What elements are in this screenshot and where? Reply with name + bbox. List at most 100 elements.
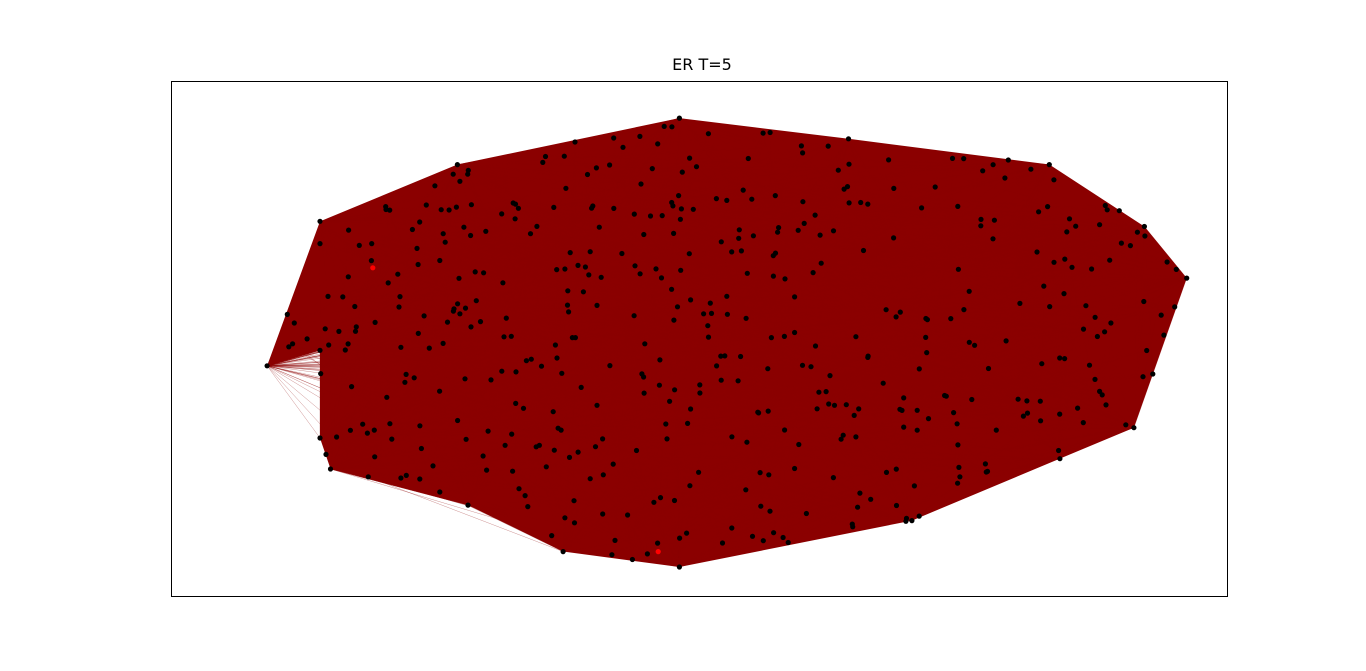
graph-node (667, 398, 673, 404)
graph-node (954, 421, 960, 427)
graph-node (697, 390, 703, 396)
network-graph (264, 115, 1190, 570)
graph-node (510, 468, 516, 474)
graph-node (957, 474, 963, 480)
graph-node (644, 551, 650, 557)
graph-node (649, 166, 655, 172)
graph-node (1131, 425, 1137, 431)
graph-node (676, 193, 682, 199)
graph-node (594, 302, 600, 308)
graph-node (914, 427, 920, 433)
graph-node (722, 353, 728, 359)
graph-node (501, 334, 507, 340)
graph-node (969, 396, 975, 403)
graph-node (632, 263, 638, 269)
graph-node (499, 211, 505, 217)
graph-node (578, 384, 584, 390)
graph-node (418, 445, 424, 452)
graph-node (551, 447, 557, 453)
graph-node (638, 181, 644, 187)
graph-node (554, 355, 560, 361)
graph-node (432, 183, 438, 189)
graph-node (1094, 333, 1100, 340)
graph-node (982, 461, 989, 467)
graph-node (1064, 229, 1070, 235)
graph-node (534, 223, 540, 229)
graph-node (398, 344, 404, 350)
graph-node (347, 427, 353, 433)
graph-node (1061, 291, 1067, 297)
graph-node (677, 216, 683, 222)
graph-node (663, 421, 669, 427)
graph-node (909, 518, 915, 524)
highlight-node (370, 265, 376, 271)
graph-node (571, 498, 577, 504)
graph-node (509, 431, 515, 437)
graph-node (457, 178, 463, 184)
graph-node (551, 204, 557, 210)
graph-node (670, 203, 676, 209)
graph-node (290, 341, 296, 347)
graph-node (865, 354, 871, 360)
graph-node (740, 187, 746, 193)
graph-node (317, 241, 323, 247)
graph-node (743, 315, 749, 321)
graph-node (669, 286, 675, 292)
graph-node (755, 409, 761, 415)
graph-node (714, 363, 720, 369)
graph-node (1080, 420, 1086, 426)
graph-node (1057, 411, 1063, 417)
graph-node (684, 530, 690, 536)
graph-node (893, 502, 900, 509)
graph-node (417, 423, 423, 429)
graph-node (317, 218, 323, 224)
graph-node (1140, 374, 1146, 380)
graph-node (671, 317, 677, 323)
graph-node (325, 293, 331, 299)
graph-node (1028, 166, 1034, 172)
graph-node (840, 432, 846, 438)
graph-node (738, 353, 744, 360)
graph-node (563, 185, 569, 191)
graph-node (685, 420, 691, 426)
graph-node (757, 470, 763, 476)
graph-node (499, 368, 505, 374)
graph-node (533, 444, 539, 450)
graph-node (688, 297, 694, 303)
graph-node (658, 275, 665, 281)
graph-node (371, 427, 377, 433)
graph-node (598, 274, 604, 280)
graph-node (554, 267, 560, 273)
graph-node (1069, 264, 1075, 270)
graph-node (633, 447, 640, 454)
graph-node (352, 303, 358, 310)
graph-node (916, 513, 922, 519)
graph-node (782, 427, 788, 433)
graph-node (1041, 283, 1047, 289)
graph-node (678, 206, 684, 212)
graph-node (485, 428, 491, 434)
graph-node (955, 480, 961, 486)
graph-node (580, 289, 586, 295)
graph-node (729, 525, 735, 531)
graph-node (340, 294, 346, 300)
graph-node (924, 350, 930, 356)
graph-node (411, 375, 417, 381)
graph-node (676, 115, 682, 121)
graph-node (686, 251, 692, 257)
graph-node (817, 232, 823, 238)
graph-node (687, 483, 693, 489)
graph-node (841, 186, 847, 192)
graph-node (1015, 396, 1021, 402)
graph-node (520, 405, 527, 411)
graph-node (961, 307, 967, 313)
graph-node (770, 273, 777, 279)
graph-node (923, 315, 929, 322)
graph-node (528, 356, 534, 362)
graph-node (914, 407, 920, 413)
graph-node (364, 430, 370, 436)
graph-node (457, 311, 463, 317)
graph-node (396, 304, 402, 310)
graph-node (744, 270, 750, 276)
graph-node (1092, 314, 1098, 320)
